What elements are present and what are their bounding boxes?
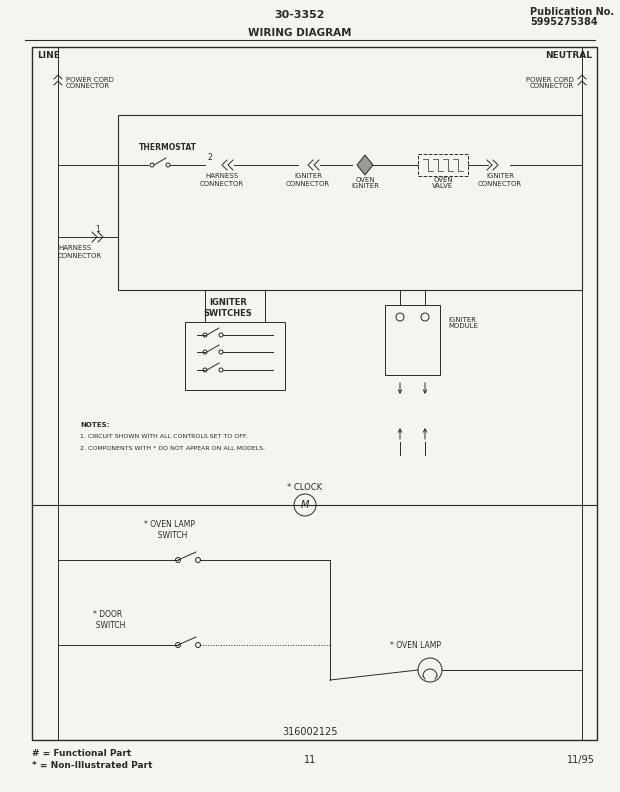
Text: HARNESS
CONNECTOR: HARNESS CONNECTOR bbox=[200, 173, 244, 186]
Text: 1: 1 bbox=[95, 224, 100, 234]
Text: # = Functional Part: # = Functional Part bbox=[32, 749, 131, 759]
Text: 11/95: 11/95 bbox=[567, 755, 595, 765]
Text: 2: 2 bbox=[208, 154, 213, 162]
Text: 316002125: 316002125 bbox=[282, 727, 338, 737]
Text: * OVEN LAMP
  SWITCH: * OVEN LAMP SWITCH bbox=[144, 520, 195, 539]
Text: * DOOR
  SWITCH: * DOOR SWITCH bbox=[91, 611, 125, 630]
Text: 30-3352: 30-3352 bbox=[275, 10, 326, 20]
Text: 1. CIRCUIT SHOWN WITH ALL CONTROLS SET TO OFF.: 1. CIRCUIT SHOWN WITH ALL CONTROLS SET T… bbox=[80, 435, 247, 440]
Text: IGNITER
SWITCHES: IGNITER SWITCHES bbox=[203, 299, 252, 318]
Text: NOTES:: NOTES: bbox=[80, 422, 109, 428]
Text: 2. COMPONENTS WITH * DO NOT APPEAR ON ALL MODELS.: 2. COMPONENTS WITH * DO NOT APPEAR ON AL… bbox=[80, 445, 265, 451]
Text: * = Non-Illustrated Part: * = Non-Illustrated Part bbox=[32, 761, 153, 771]
Text: 11: 11 bbox=[304, 755, 316, 765]
Text: POWER CORD
CONNECTOR: POWER CORD CONNECTOR bbox=[526, 77, 574, 89]
Text: LINE: LINE bbox=[37, 51, 60, 59]
Text: OVEN
IGNITER: OVEN IGNITER bbox=[351, 177, 379, 189]
Text: * CLOCK: * CLOCK bbox=[288, 482, 322, 492]
Text: WIRING DIAGRAM: WIRING DIAGRAM bbox=[248, 28, 352, 38]
Bar bbox=[185, 322, 285, 390]
Text: NEUTRAL: NEUTRAL bbox=[545, 51, 592, 59]
Text: Publication No.: Publication No. bbox=[530, 7, 614, 17]
Text: 5995275384: 5995275384 bbox=[530, 17, 598, 27]
Bar bbox=[118, 115, 582, 290]
Text: OVEN
VALVE: OVEN VALVE bbox=[432, 177, 454, 189]
Text: IGNITER
CONNECTOR: IGNITER CONNECTOR bbox=[286, 173, 330, 186]
Text: IGNITER
CONNECTOR: IGNITER CONNECTOR bbox=[478, 173, 522, 186]
Text: THERMOSTAT: THERMOSTAT bbox=[139, 143, 197, 153]
Text: IGNITER
MODULE: IGNITER MODULE bbox=[448, 317, 478, 329]
Text: HARNESS
CONNECTOR: HARNESS CONNECTOR bbox=[58, 246, 102, 258]
Text: * OVEN LAMP: * OVEN LAMP bbox=[390, 641, 441, 649]
Text: POWER CORD
CONNECTOR: POWER CORD CONNECTOR bbox=[66, 77, 114, 89]
Bar bbox=[418, 154, 468, 176]
Polygon shape bbox=[357, 155, 373, 175]
Bar bbox=[385, 305, 440, 375]
Bar bbox=[32, 47, 597, 740]
Text: M: M bbox=[301, 500, 309, 510]
